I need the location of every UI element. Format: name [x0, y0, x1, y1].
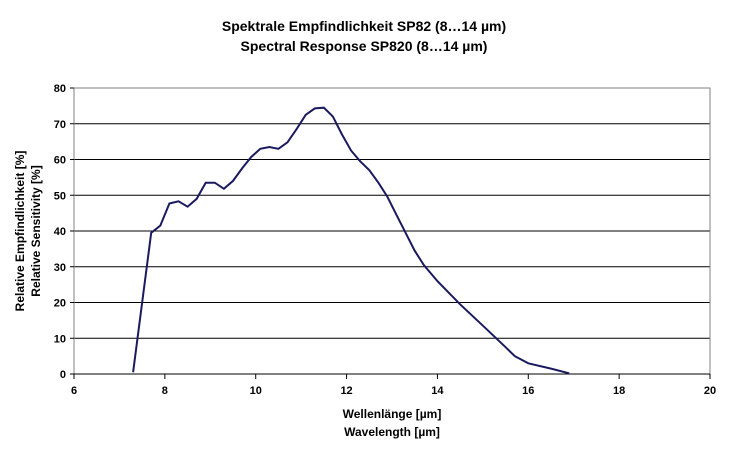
y-tick-label: 10	[54, 333, 66, 345]
x-tick-label: 12	[340, 385, 352, 397]
y-tick-label: 50	[54, 190, 66, 202]
x-tick-label: 18	[613, 385, 625, 397]
chart-subtitle: Spectral Response SP820 (8…14 µm)	[241, 38, 488, 54]
y-tick-label: 60	[54, 155, 66, 167]
y-tick-label: 40	[54, 226, 66, 238]
y-tick-label: 20	[54, 298, 66, 310]
series-line-sp820	[132, 106, 570, 375]
chart-title: Spektrale Empfindlichkeit SP82 (8…14 µm)	[222, 18, 506, 34]
x-tick-label: 20	[704, 385, 716, 397]
y-axis-label: Relative Empfindlichkeit [%]	[13, 151, 27, 312]
y-tick-label: 0	[60, 369, 66, 381]
y-tick-label: 70	[54, 119, 66, 131]
x-tick-label: 16	[522, 385, 534, 397]
y-axis-label-en: Relative Sensitivity [%]	[29, 165, 43, 296]
x-tick-label: 14	[431, 385, 444, 397]
x-axis-label-en: Wavelength [µm]	[344, 425, 440, 439]
x-axis-label: Wellenlänge [µm]	[343, 407, 442, 421]
x-tick-label: 8	[162, 385, 168, 397]
x-tick-label: 6	[71, 385, 77, 397]
y-tick-label: 80	[54, 83, 66, 95]
y-tick-label: 30	[54, 262, 66, 274]
x-tick-label: 10	[250, 385, 262, 397]
